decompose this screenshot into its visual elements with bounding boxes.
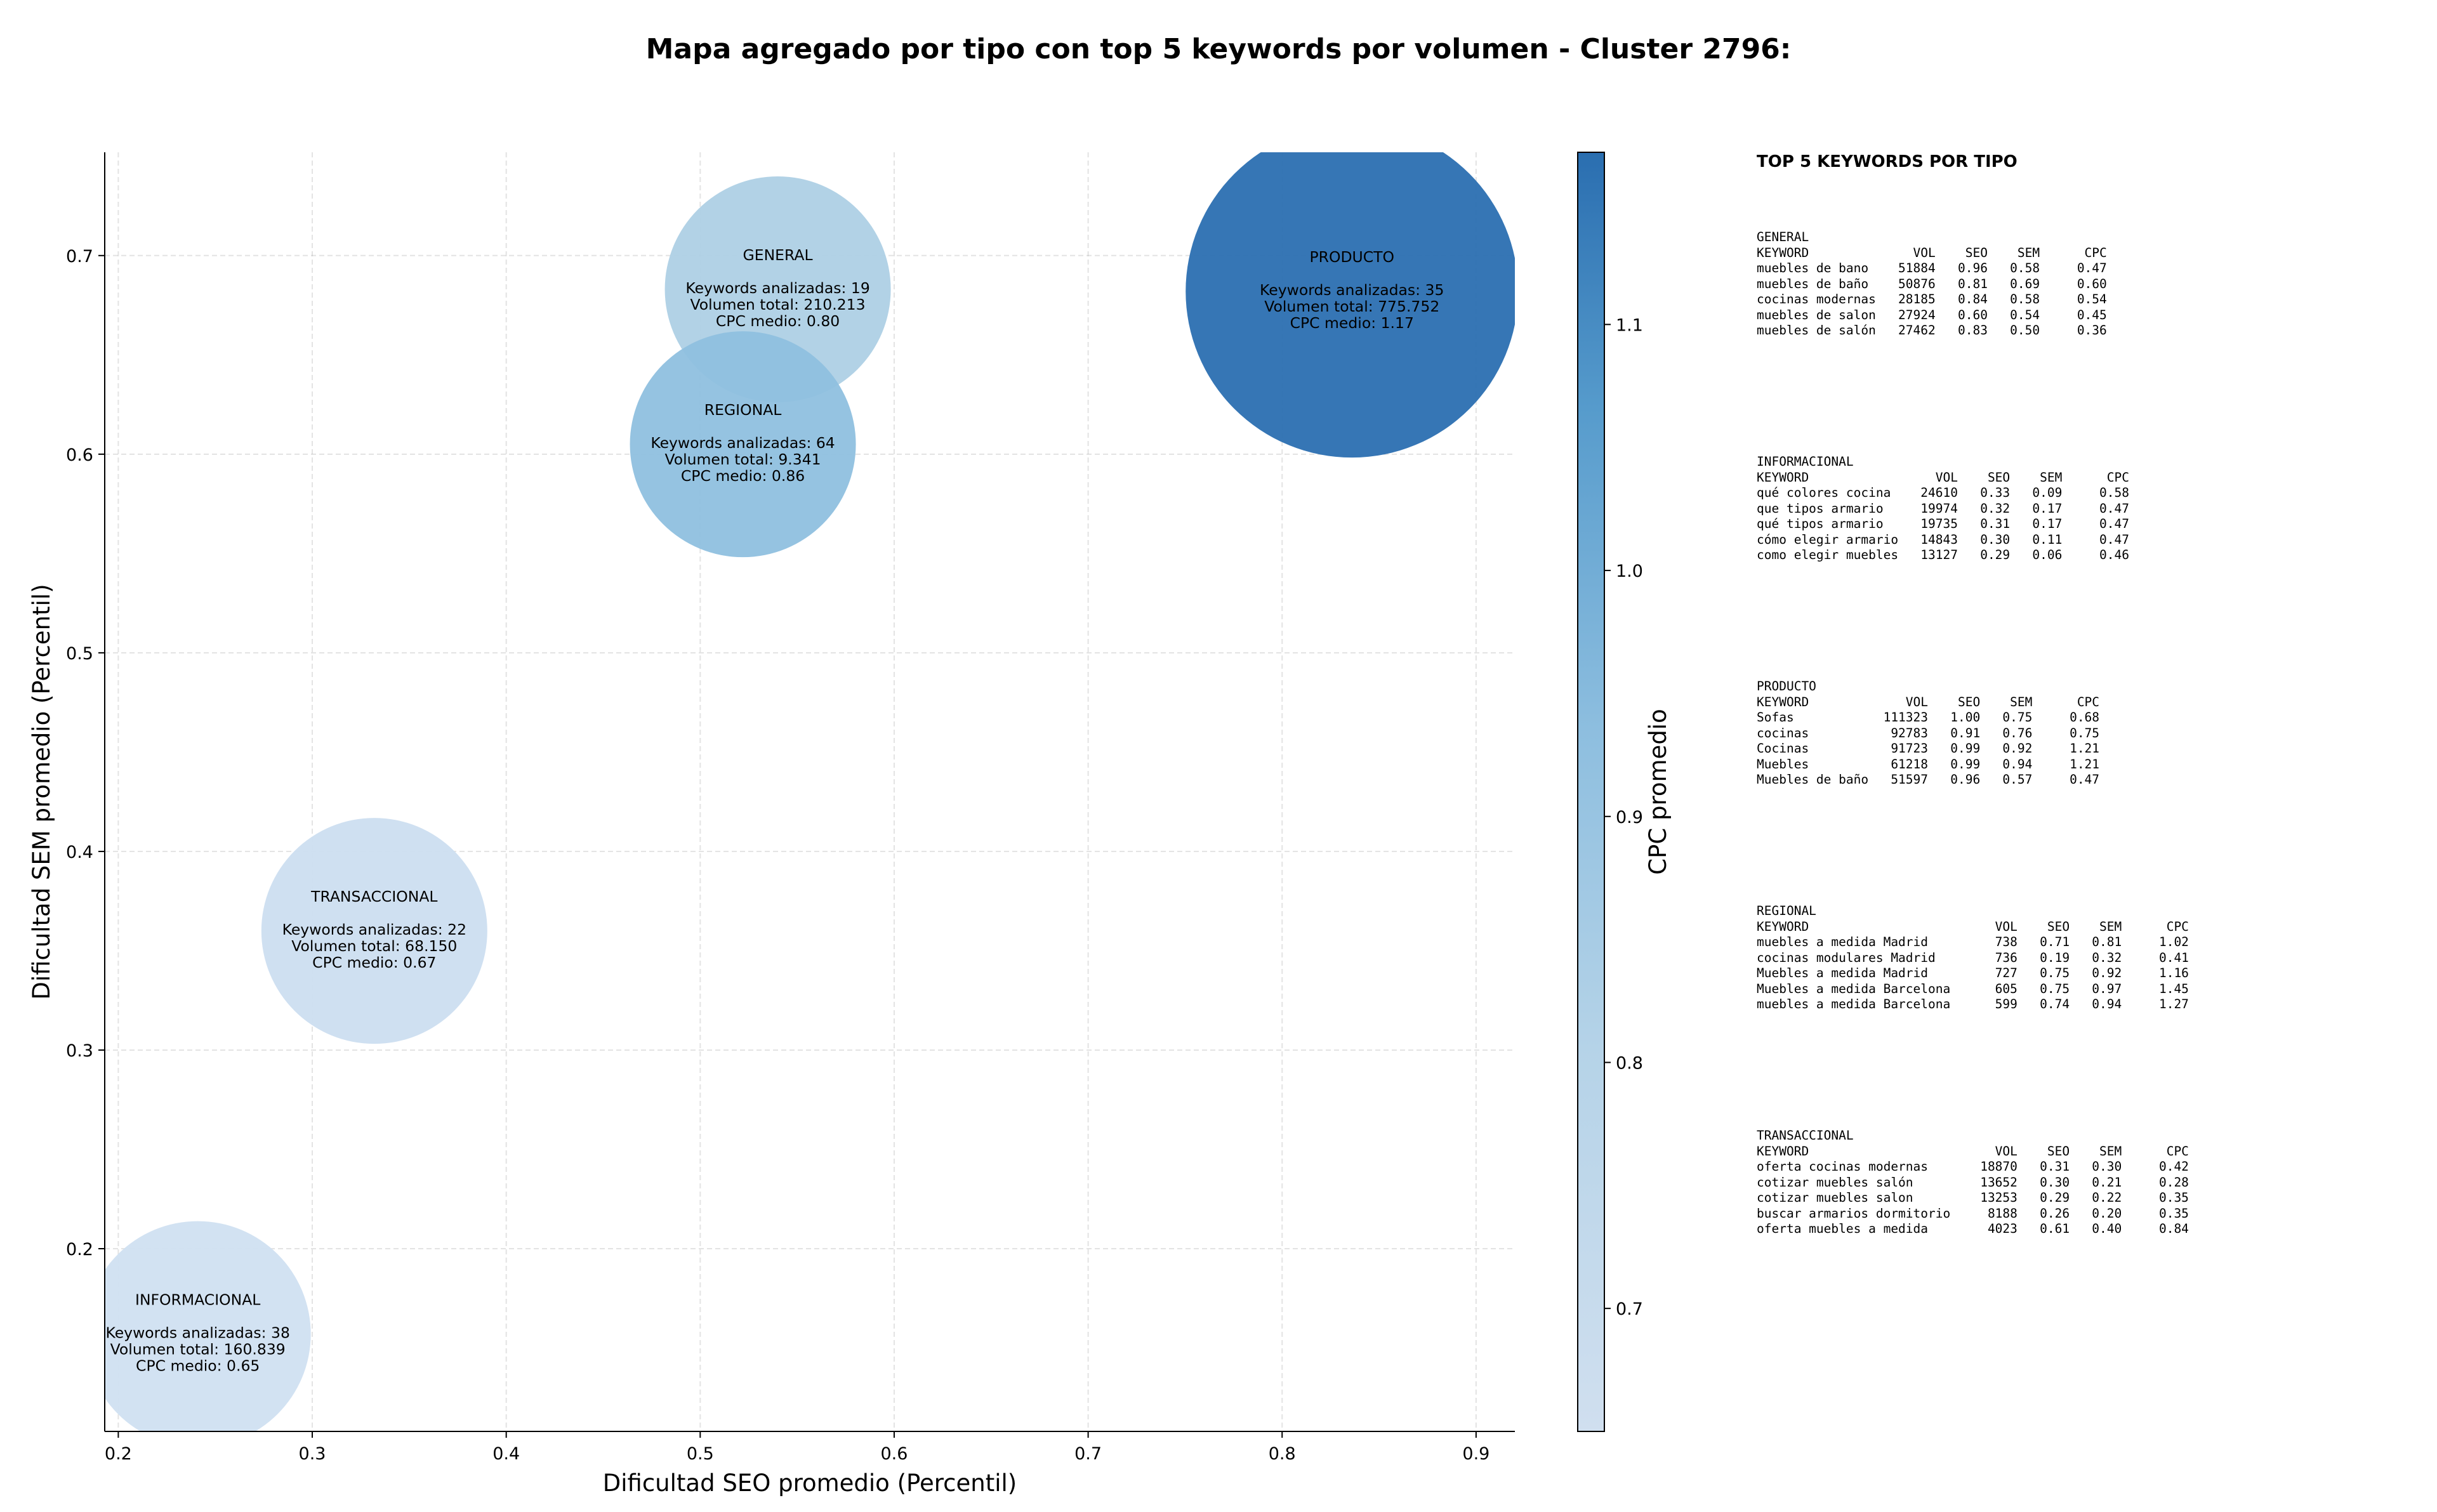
bubble-stat: CPC medio: 0.65 bbox=[136, 1357, 260, 1375]
y-axis-label: Dificultad SEM promedio (Percentil) bbox=[28, 584, 55, 999]
bubble-stat: Volumen total: 9.341 bbox=[664, 450, 821, 468]
bubble-stat: CPC medio: 0.67 bbox=[312, 954, 436, 971]
bubble-stat: CPC medio: 0.86 bbox=[681, 467, 805, 485]
keyword-table-header: KEYWORD VOL SEO SEM CPC bbox=[1757, 1143, 2189, 1159]
keyword-row: Sofas 111323 1.00 0.75 0.68 bbox=[1757, 710, 2100, 725]
keyword-table-header: KEYWORD VOL SEO SEM CPC bbox=[1757, 470, 2129, 485]
bubble-stat: Volumen total: 160.839 bbox=[110, 1341, 286, 1358]
bubbles bbox=[105, 152, 1515, 1431]
keyword-block-title: REGIONAL bbox=[1757, 904, 1816, 918]
x-tick-label: 0.9 bbox=[1462, 1444, 1489, 1464]
keyword-row: que tipos armario 19974 0.32 0.17 0.47 bbox=[1757, 501, 2129, 516]
colorbar-tick-label: 1.0 bbox=[1616, 562, 1643, 581]
x-tick-label: 0.6 bbox=[880, 1444, 908, 1464]
bubble-stat: CPC medio: 1.17 bbox=[1290, 314, 1414, 332]
x-tick-label: 0.8 bbox=[1269, 1444, 1296, 1464]
x-tick-label: 0.5 bbox=[687, 1444, 714, 1464]
bubble-label-general: GENERAL bbox=[743, 246, 813, 264]
bubble-label-informacional: INFORMACIONAL bbox=[135, 1291, 260, 1309]
axes: 0.2 0.3 0.4 0.5 0.6 0.7 0.8 0.9 0.2 0.3 0.4 0.5 0.6 0… bbox=[28, 152, 1515, 1497]
colorbar-tick-label: 0.8 bbox=[1616, 1053, 1643, 1073]
keyword-table-header: KEYWORD VOL SEO SEM CPC bbox=[1757, 245, 2107, 260]
chart-title: Mapa agregado por tipo con top 5 keyword… bbox=[645, 33, 1792, 65]
keyword-table-header: KEYWORD VOL SEO SEM CPC bbox=[1757, 694, 2100, 709]
keyword-row: Cocinas 91723 0.99 0.92 1.21 bbox=[1757, 741, 2100, 756]
y-tick-label: 0.2 bbox=[66, 1240, 93, 1259]
keyword-row: muebles de salón 27462 0.83 0.50 0.36 bbox=[1757, 323, 2107, 338]
bubble-stat: Keywords analizadas: 22 bbox=[282, 921, 466, 938]
bubble-stat: Keywords analizadas: 35 bbox=[1260, 281, 1444, 299]
keyword-row: buscar armarios dormitorio 8188 0.26 0.2… bbox=[1757, 1206, 2189, 1221]
keyword-row: cotizar muebles salón 13652 0.30 0.21 0.… bbox=[1757, 1174, 2189, 1190]
colorbar-tick-label: 1.1 bbox=[1616, 315, 1643, 335]
x-tick-label: 0.4 bbox=[492, 1444, 520, 1464]
bubble-label-producto: PRODUCTO bbox=[1309, 248, 1394, 266]
keyword-row: muebles de baño 50876 0.81 0.69 0.60 bbox=[1757, 276, 2107, 291]
keyword-block-regional: REGIONAL KEYWORD VOL SEO SEM CPC muebles a… bbox=[1757, 904, 2189, 1013]
colorbar-label: CPC promedio bbox=[1644, 709, 1672, 874]
keyword-row: qué colores cocina 24610 0.33 0.09 0.58 bbox=[1757, 485, 2129, 500]
keyword-row: Muebles 61218 0.99 0.94 1.21 bbox=[1757, 756, 2100, 772]
keyword-table-header: KEYWORD VOL SEO SEM CPC bbox=[1757, 919, 2189, 934]
colorbar-bar bbox=[1577, 152, 1605, 1432]
bubble-label-regional: REGIONAL bbox=[704, 401, 782, 419]
keyword-row: muebles a medida Barcelona 599 0.74 0.94… bbox=[1757, 997, 2189, 1011]
keyword-row: muebles a medida Madrid 738 0.71 0.81 1.… bbox=[1757, 935, 2189, 949]
y-tick-label: 0.4 bbox=[66, 843, 93, 862]
keyword-row: cocinas modulares Madrid 736 0.19 0.32 0… bbox=[1757, 950, 2189, 965]
keyword-block-title: PRODUCTO bbox=[1757, 679, 1816, 694]
bubble-stat: Volumen total: 210.213 bbox=[690, 296, 866, 313]
bubble-label-transaccional: TRANSACCIONAL bbox=[310, 888, 437, 905]
bubble-stat: CPC medio: 0.80 bbox=[716, 312, 840, 330]
panel-title: TOP 5 KEYWORDS POR TIPO bbox=[1757, 152, 2018, 171]
keyword-block-title: GENERAL bbox=[1757, 230, 1809, 244]
x-tick-label: 0.3 bbox=[299, 1444, 326, 1464]
bubble-producto bbox=[1185, 152, 1515, 458]
keyword-block-transaccional: TRANSACCIONAL KEYWORD VOL SEO SEM CPC ofer… bbox=[1757, 1128, 2189, 1237]
y-tick-label: 0.6 bbox=[66, 445, 93, 465]
bubble-stat: Volumen total: 68.150 bbox=[291, 937, 457, 955]
keyword-row: oferta cocinas modernas 18870 0.31 0.30 … bbox=[1757, 1159, 2189, 1174]
keyword-block-title: INFORMACIONAL bbox=[1757, 454, 1854, 469]
keyword-block-producto: PRODUCTO KEYWORD VOL SEO SEM CPC Sofas 111… bbox=[1757, 679, 2099, 788]
colorbar: 0.7 0.8 0.9 1.0 1.1 CPC promedio bbox=[1577, 152, 1672, 1432]
keyword-row: como elegir muebles 13127 0.29 0.06 0.46 bbox=[1757, 548, 2129, 562]
bubble-transaccional bbox=[261, 818, 487, 1044]
keyword-row: muebles de bano 51884 0.96 0.58 0.47 bbox=[1757, 261, 2107, 275]
keyword-row: cocinas 92783 0.91 0.76 0.75 bbox=[1757, 725, 2100, 740]
bubble-stat: Keywords analizadas: 38 bbox=[105, 1324, 289, 1342]
keyword-row: cocinas modernas 28185 0.84 0.58 0.54 bbox=[1757, 292, 2107, 306]
keyword-row: Muebles a medida Barcelona 605 0.75 0.97… bbox=[1757, 981, 2189, 996]
x-tick-label: 0.2 bbox=[105, 1444, 132, 1464]
keyword-row: cotizar muebles salon 13253 0.29 0.22 0.… bbox=[1757, 1190, 2189, 1205]
bubble-informacional bbox=[105, 1221, 311, 1431]
keyword-block-informacional: INFORMACIONAL KEYWORD VOL SEO SEM CPC qué … bbox=[1757, 454, 2129, 563]
bubble-stat: Volumen total: 775.752 bbox=[1264, 298, 1439, 315]
y-tick-label: 0.7 bbox=[66, 247, 93, 266]
colorbar-tick-label: 0.9 bbox=[1616, 808, 1643, 827]
keyword-block-title: TRANSACCIONAL bbox=[1757, 1128, 1854, 1143]
bubble-stat: Keywords analizadas: 19 bbox=[685, 279, 869, 297]
bubble-regional bbox=[630, 331, 856, 558]
keyword-row: Muebles a medida Madrid 727 0.75 0.92 1.… bbox=[1757, 966, 2189, 980]
keyword-row: Muebles de baño 51597 0.96 0.57 0.47 bbox=[1757, 772, 2100, 787]
bubble-stat: Keywords analizadas: 64 bbox=[651, 434, 835, 452]
keyword-row: qué tipos armario 19735 0.31 0.17 0.47 bbox=[1757, 516, 2129, 531]
keyword-row: oferta muebles a medida 4023 0.61 0.40 0… bbox=[1757, 1221, 2189, 1236]
colorbar-tick-label: 0.7 bbox=[1616, 1299, 1643, 1319]
y-tick-label: 0.3 bbox=[66, 1041, 93, 1061]
keyword-row: muebles de salon 27924 0.60 0.54 0.45 bbox=[1757, 307, 2107, 322]
y-tick-label: 0.5 bbox=[66, 644, 93, 664]
keywords-panel: TOP 5 KEYWORDS POR TIPO GENERAL KEYWORD V… bbox=[1757, 152, 2417, 1421]
keyword-row: cómo elegir armario 14843 0.30 0.11 0.47 bbox=[1757, 532, 2129, 547]
keyword-block-general: GENERAL KEYWORD VOL SEO SEM CPC muebles de… bbox=[1757, 230, 2107, 339]
x-tick-label: 0.7 bbox=[1074, 1444, 1102, 1464]
x-axis-label: Dificultad SEO promedio (Percentil) bbox=[603, 1469, 1017, 1497]
